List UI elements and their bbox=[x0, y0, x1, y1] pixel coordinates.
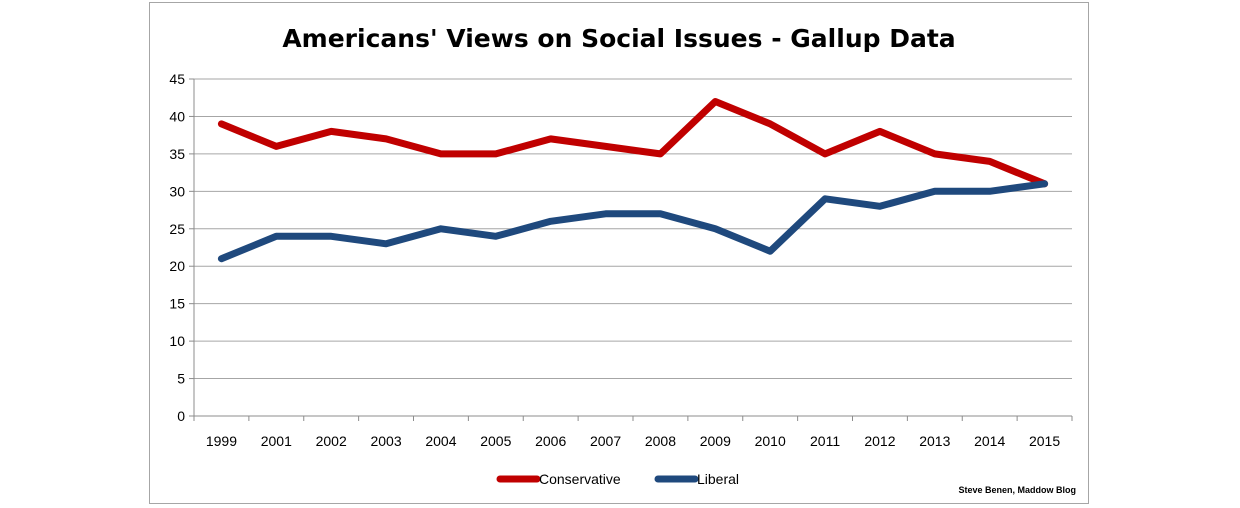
y-tick-label: 0 bbox=[177, 408, 185, 424]
x-tick-label: 2001 bbox=[261, 433, 292, 449]
y-tick-label: 15 bbox=[169, 296, 185, 312]
y-tick-label: 5 bbox=[177, 371, 185, 387]
legend-label-liberal: Liberal bbox=[697, 471, 739, 487]
y-tick-label: 25 bbox=[169, 221, 185, 237]
x-tick-label: 2014 bbox=[974, 433, 1005, 449]
x-axis-tick-labels: 1999 2001 2002 2003 2004 2005 2006 2007 2008 2009… bbox=[206, 433, 1060, 449]
source-credit: Steve Benen, Maddow Blog bbox=[958, 485, 1076, 495]
x-tick-label: 2008 bbox=[645, 433, 676, 449]
legend-label-conservative: Conservative bbox=[539, 471, 621, 487]
y-tick-label: 40 bbox=[169, 108, 185, 124]
x-tick-label: 2011 bbox=[810, 433, 840, 449]
series-lines bbox=[217, 98, 1049, 263]
x-tick-label: 2004 bbox=[425, 433, 456, 449]
y-tick-label: 10 bbox=[169, 333, 185, 349]
axes bbox=[189, 78, 1073, 421]
x-tick-label: 1999 bbox=[206, 433, 237, 449]
x-tick-label: 2009 bbox=[700, 433, 731, 449]
series-line-conservative bbox=[217, 98, 1049, 188]
x-tick-label: 2002 bbox=[316, 433, 347, 449]
legend: Conservative Liberal bbox=[496, 471, 739, 487]
line-chart: Americans' Views on Social Issues - Gall… bbox=[169, 24, 1076, 495]
gridlines bbox=[194, 78, 1072, 380]
x-tick-label: 2015 bbox=[1029, 433, 1060, 449]
y-tick-label: 20 bbox=[169, 258, 185, 274]
chart-title: Americans' Views on Social Issues - Gall… bbox=[282, 24, 955, 53]
y-tick-label: 45 bbox=[169, 71, 185, 87]
chart-frame: Americans' Views on Social Issues - Gall… bbox=[149, 2, 1089, 504]
series-line-liberal bbox=[217, 180, 1049, 263]
y-tick-label: 30 bbox=[169, 183, 185, 199]
x-tick-label: 2005 bbox=[480, 433, 511, 449]
y-axis-tick-labels: 0 5 10 15 20 25 30 35 40 45 bbox=[169, 71, 185, 424]
x-tick-label: 2007 bbox=[590, 433, 621, 449]
x-tick-label: 2012 bbox=[864, 433, 895, 449]
x-tick-label: 2013 bbox=[919, 433, 950, 449]
y-tick-label: 35 bbox=[169, 146, 185, 162]
x-tick-label: 2003 bbox=[370, 433, 401, 449]
x-tick-label: 2006 bbox=[535, 433, 566, 449]
x-tick-label: 2010 bbox=[755, 433, 786, 449]
